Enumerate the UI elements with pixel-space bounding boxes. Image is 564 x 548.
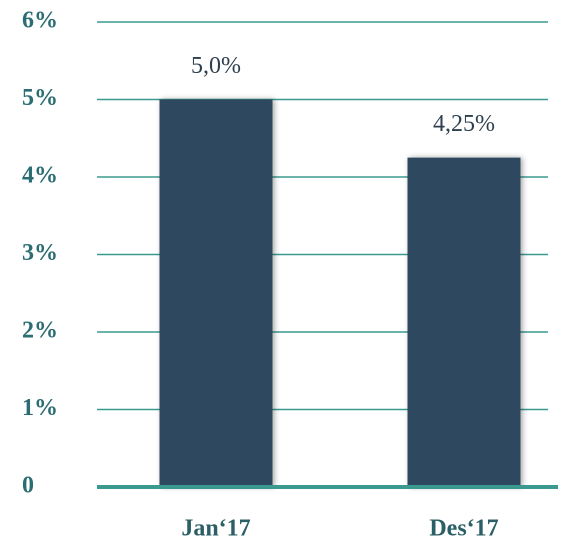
y-tick-label: 2%	[22, 318, 58, 344]
value-label: 4,25%	[433, 111, 495, 137]
bar	[407, 157, 521, 487]
x-tick-label: Des‘17	[429, 516, 498, 542]
bar	[159, 99, 273, 487]
y-tick-label: 3%	[22, 240, 58, 266]
x-tick-label: Jan‘17	[181, 516, 250, 542]
y-tick-label: 4%	[22, 163, 58, 189]
y-tick-label: 1%	[22, 395, 58, 421]
y-tick-label: 5%	[22, 85, 58, 111]
y-tick-label: 6%	[22, 8, 58, 34]
value-label: 5,0%	[191, 53, 241, 79]
y-tick-label: 0	[22, 473, 34, 499]
